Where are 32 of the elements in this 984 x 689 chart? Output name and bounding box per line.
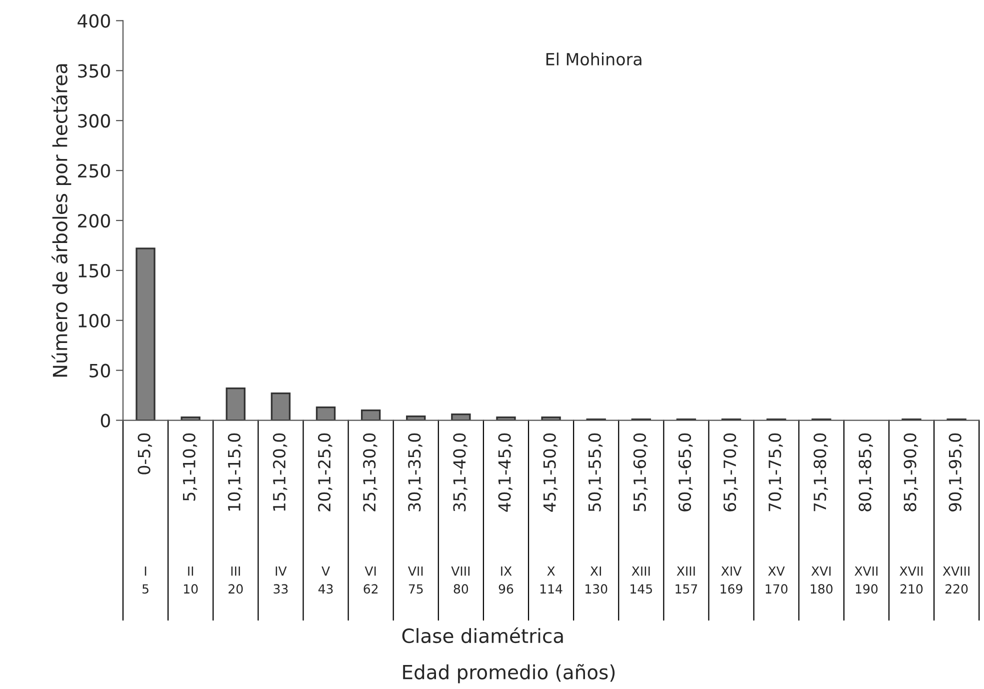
category-label: 35,1-40,0 VIII 80: [451, 433, 470, 594]
y-tick-label: 150: [78, 264, 110, 278]
y-tick-label: 50: [90, 364, 110, 378]
y-axis-title: Número de árboles por hectárea: [52, 64, 72, 377]
category-label: 55,1-60,0 XIII 145: [630, 433, 652, 594]
text: Edad promedio (años): [403, 664, 615, 684]
text: El Mohinora: [546, 52, 642, 66]
category-label: 0-5,0 I 5: [138, 433, 152, 594]
y-tick-label: 0: [100, 414, 110, 428]
category-label: 5,1-10,0 II 10: [182, 433, 198, 594]
text: Clase diamétrica: [402, 627, 563, 644]
category-label: 40,1-45,0 IX 96: [498, 433, 514, 594]
y-tick-label: 100: [78, 314, 110, 328]
category-label: 10,1-15,0 III 20: [228, 433, 243, 594]
category-label: 15,1-20,0 IV 33: [272, 433, 288, 594]
category-label: 25,1-30,0 VI 62: [363, 433, 378, 594]
category-label: 60,1-65,0 XIII 157: [676, 433, 698, 594]
category-label: 70,1-75,0 XV 170: [766, 433, 788, 594]
category-label: 75,1-80,0 XVI 180: [810, 433, 832, 594]
category-label: 80,1-85,0 XVII 190: [854, 433, 878, 594]
y-tick-label: 400: [78, 14, 110, 28]
category-label: 20,1-25,0 V 43: [318, 433, 333, 594]
category-label: 85,1-90,0 XVII 210: [900, 433, 923, 594]
category-label: 65,1-70,0 XIV 169: [720, 433, 742, 594]
y-tick-label: 200: [78, 214, 110, 228]
category-label: 90,1-95,0 XVIII 220: [942, 433, 970, 594]
category-label: 30,1-35,0 VII 75: [408, 433, 423, 594]
category-label: 45,1-50,0 X 114: [540, 433, 562, 594]
y-tick-label: 250: [78, 164, 110, 178]
y-tick-label: 350: [78, 64, 110, 78]
y-tick-label: 300: [78, 114, 110, 128]
category-label: 50,1-55,0 XI 130: [586, 433, 608, 594]
